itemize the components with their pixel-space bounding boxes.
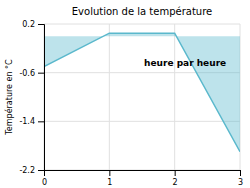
tick-mark [38,170,44,171]
tick-mark [38,73,44,74]
plot: 0 1 2 3 0.2 -0.6 -1.4 -2.2 heure par heure [19,20,243,187]
axis-line [38,25,45,171]
tick-label: 2 [173,178,178,187]
tick-label: -0.6 [19,69,35,78]
line [44,33,240,152]
tick: -0.6 [19,69,44,78]
tick: 3 [238,170,243,187]
tick-mark [109,170,110,176]
tick: -1.4 [19,117,44,126]
tick: 2 [173,170,178,187]
grid-line [44,24,240,25]
y-axis: 0.2 -0.6 -1.4 -2.2 [19,20,44,175]
area [44,33,240,152]
tick-mark [38,121,44,122]
tick-mark [240,170,241,176]
tick-label: 0 [42,178,47,187]
annotation: heure par heure [144,58,226,68]
x-axis: 0 1 2 3 [42,170,243,187]
tick: 0.2 [22,20,44,29]
y-axis-title: Température en °C [4,59,14,136]
marks [44,33,240,152]
tick-label: 1 [107,178,112,187]
tick-label: -1.4 [19,117,35,126]
tick-mark [175,170,176,176]
grid [44,24,240,170]
tick-label: 3 [238,178,243,187]
grid-line [44,121,240,122]
grid-line [174,24,175,170]
tick: 0 [42,170,47,187]
tick: 1 [107,170,112,187]
grid-line [109,24,110,170]
tick-mark [38,24,44,25]
title: Evolution de la température [72,6,212,17]
chart: 0 1 2 3 0.2 -0.6 -1.4 -2.2 heure par heure Evolut… [0,0,250,188]
tick-label: -2.2 [19,166,35,175]
axis-line [45,171,241,177]
tick-label: 0.2 [22,20,35,29]
tick: -2.2 [19,166,44,175]
